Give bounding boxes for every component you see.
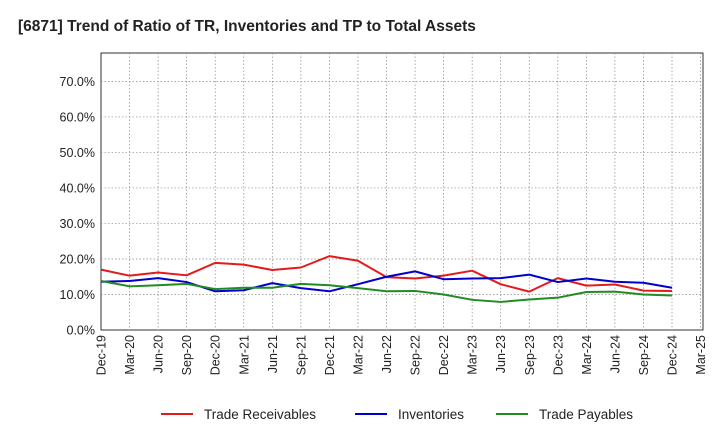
x-tick-label: Sep-23	[523, 335, 537, 375]
x-tick-label: Mar-20	[123, 335, 137, 375]
series-line-3	[100, 280, 673, 303]
legend-label: Inventories	[398, 407, 464, 422]
x-tick-label: Jun-24	[608, 335, 622, 373]
legend: Trade Receivables Inventories Trade Payabl…	[161, 407, 633, 422]
x-tick-label: Jun-20	[152, 335, 166, 373]
y-tick-label: 60.0%	[60, 110, 95, 124]
x-tick-label: Dec-19	[95, 335, 109, 375]
x-tick-label: Dec-20	[209, 335, 223, 375]
x-tick-label: Mar-22	[351, 335, 365, 375]
y-tick-label: 50.0%	[60, 146, 95, 160]
x-tick-label: Sep-24	[637, 335, 651, 375]
x-tick-label: Jun-21	[266, 335, 280, 373]
x-tick-label: Mar-21	[237, 335, 251, 375]
series-layer	[100, 255, 673, 303]
y-tick-label: 30.0%	[60, 217, 95, 231]
x-axis-ticks: Dec-19 Mar-20 Jun-20 Sep-20 Dec-20 Mar-21 Jun-…	[95, 335, 709, 375]
x-tick-label: Dec-22	[437, 335, 451, 375]
x-tick-label: Dec-24	[666, 335, 680, 375]
x-tick-label: Jun-23	[494, 335, 508, 373]
x-tick-label: Sep-22	[409, 335, 423, 375]
y-tick-label: 40.0%	[60, 181, 95, 195]
x-tick-label: Sep-21	[294, 335, 308, 375]
y-tick-label: 70.0%	[60, 75, 95, 89]
y-tick-label: 10.0%	[60, 288, 95, 302]
y-tick-label: 0.0%	[67, 324, 96, 338]
plot-area	[100, 52, 704, 331]
y-tick-label: 20.0%	[60, 252, 95, 266]
x-tick-label: Dec-23	[551, 335, 565, 375]
y-axis-ticks: 0.0% 10.0% 20.0% 30.0% 40.0% 50.0% 60.0% 70.0%	[60, 75, 95, 338]
x-tick-label: Dec-21	[323, 335, 337, 375]
x-tick-label: Mar-24	[580, 335, 594, 375]
legend-label: Trade Payables	[539, 407, 633, 422]
x-tick-label: Mar-23	[466, 335, 480, 375]
x-tick-label: Sep-20	[180, 335, 194, 375]
legend-label: Trade Receivables	[204, 407, 316, 422]
grid-layer	[101, 53, 703, 330]
x-tick-label: Jun-22	[380, 335, 394, 373]
chart-title: [6871] Trend of Ratio of TR, Inventories…	[18, 18, 476, 35]
x-tick-label: Mar-25	[694, 335, 708, 375]
